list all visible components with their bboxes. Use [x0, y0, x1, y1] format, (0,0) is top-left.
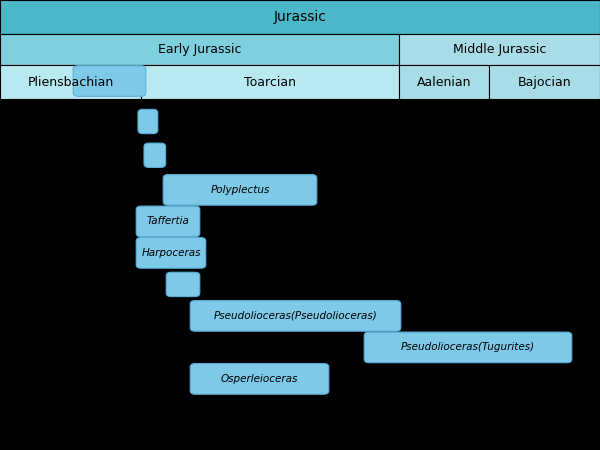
FancyBboxPatch shape [190, 364, 329, 394]
Text: Pseudolioceras(Tugurites): Pseudolioceras(Tugurites) [401, 342, 535, 352]
FancyBboxPatch shape [489, 65, 600, 99]
Text: Taffertia: Taffertia [146, 216, 190, 226]
Text: Jurassic: Jurassic [274, 10, 326, 24]
Text: Osperleioceras: Osperleioceras [221, 374, 298, 384]
FancyBboxPatch shape [136, 206, 200, 237]
Text: Polyplectus: Polyplectus [211, 185, 269, 195]
Text: Pliensbachian: Pliensbachian [28, 76, 113, 89]
Text: Pseudolioceras(Pseudolioceras): Pseudolioceras(Pseudolioceras) [214, 311, 377, 321]
Text: Harpoceras: Harpoceras [141, 248, 201, 258]
FancyBboxPatch shape [166, 272, 200, 297]
FancyBboxPatch shape [141, 65, 399, 99]
Text: Bajocian: Bajocian [518, 76, 571, 89]
FancyBboxPatch shape [399, 65, 489, 99]
FancyBboxPatch shape [138, 109, 158, 134]
Text: Early Jurassic: Early Jurassic [158, 43, 241, 56]
FancyBboxPatch shape [0, 65, 141, 99]
FancyBboxPatch shape [399, 34, 600, 65]
FancyBboxPatch shape [73, 66, 146, 96]
FancyBboxPatch shape [190, 301, 401, 331]
FancyBboxPatch shape [0, 0, 600, 34]
FancyBboxPatch shape [144, 143, 166, 167]
FancyBboxPatch shape [136, 238, 206, 268]
FancyBboxPatch shape [364, 332, 572, 363]
Text: Aalenian: Aalenian [417, 76, 471, 89]
Text: Toarcian: Toarcian [244, 76, 296, 89]
Text: Middle Jurassic: Middle Jurassic [453, 43, 546, 56]
FancyBboxPatch shape [0, 34, 399, 65]
FancyBboxPatch shape [163, 175, 317, 205]
